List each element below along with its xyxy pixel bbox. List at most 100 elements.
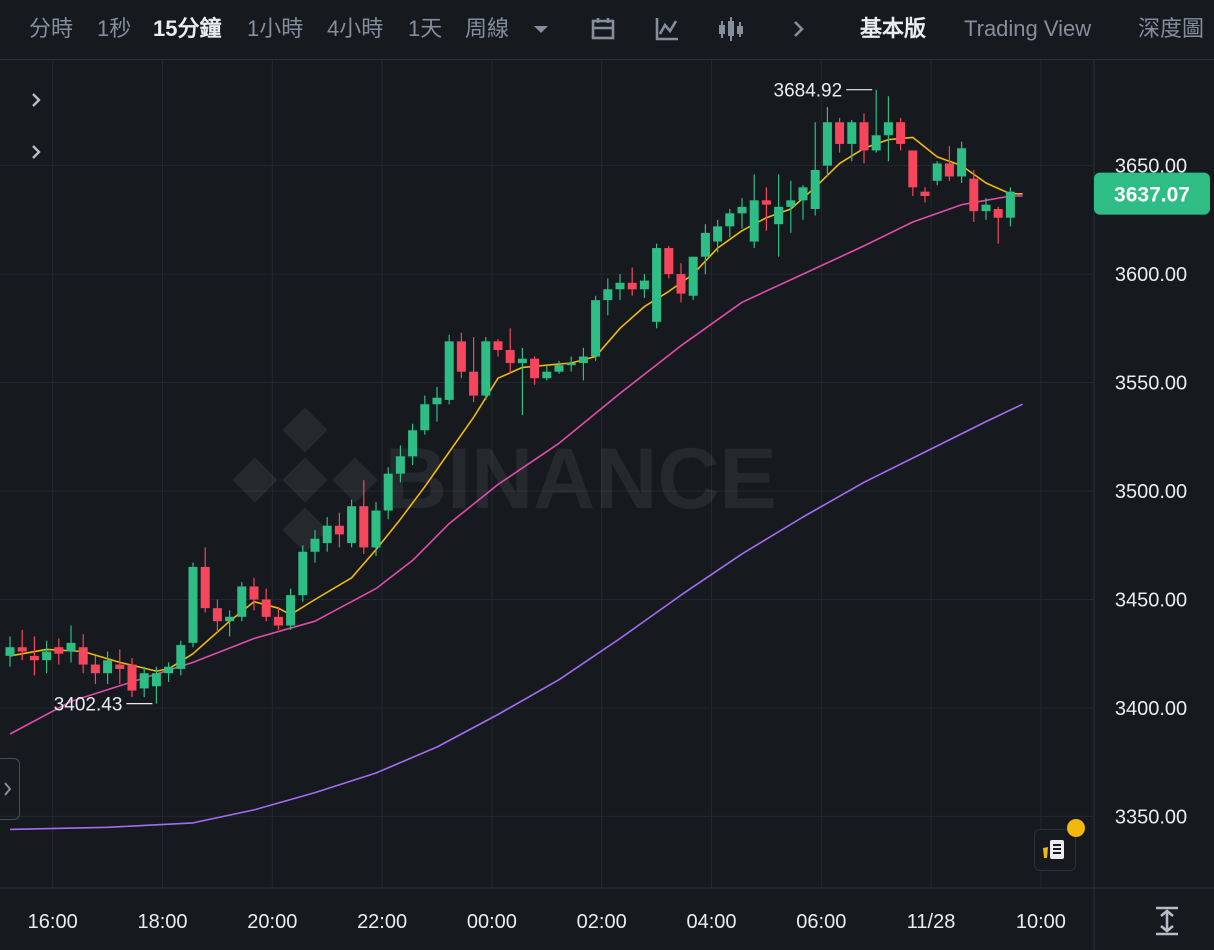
candle-body [78, 647, 88, 665]
candle-down [493, 339, 503, 357]
candle-down [859, 113, 869, 164]
candle-down [969, 169, 979, 223]
interval-1s[interactable]: 1秒 [97, 16, 132, 41]
candle-body [517, 358, 527, 364]
expand-indicator-arrow-icon[interactable] [24, 140, 48, 164]
candle-body [139, 673, 149, 689]
candle-up [615, 274, 625, 301]
candle-body [481, 341, 491, 396]
candle-down [261, 588, 271, 622]
chevron-right-icon[interactable] [784, 14, 814, 44]
candle-down [200, 547, 210, 613]
candle-body [798, 187, 808, 201]
candle-body [859, 122, 869, 151]
candle-body [981, 204, 991, 212]
candle-body [115, 664, 125, 669]
candle-body [896, 122, 906, 144]
chart-toolbar: 分時 1秒 15分鐘 1小時 4小時 1天 周線 基本版 Trading Vie… [0, 0, 1214, 60]
candle-up [432, 386, 442, 422]
candle-up [700, 224, 710, 275]
y-tick-label: 3650.00 [1115, 156, 1187, 178]
candle-body [615, 282, 625, 290]
candle-up [481, 336, 491, 400]
auto-scale-icon[interactable] [1152, 904, 1182, 938]
current-price-badge [1094, 172, 1210, 215]
candle-down [944, 146, 954, 181]
candle-down [664, 245, 674, 279]
candle-up [42, 640, 52, 674]
candle-body [456, 341, 466, 372]
candle-up [883, 96, 893, 162]
candle-body [493, 341, 503, 351]
notes-button[interactable] [1034, 829, 1076, 871]
candle-body [408, 430, 418, 457]
watermark-text: BINANCE [385, 431, 777, 527]
candle-body [54, 647, 64, 654]
calendar-icon[interactable] [588, 14, 618, 44]
candle-body [725, 213, 735, 227]
candle-body [749, 200, 759, 242]
y-tick-label: 3500.00 [1115, 481, 1187, 503]
interval-1w[interactable]: 周線 [465, 16, 510, 41]
candle-up [810, 122, 820, 216]
candle-down [627, 267, 637, 296]
candle-body [432, 397, 442, 405]
candle-body [127, 664, 137, 691]
candle-body [652, 248, 662, 322]
interval-time-sharing[interactable]: 分時 [29, 16, 74, 41]
candle-down [78, 634, 88, 674]
candle-up [737, 198, 747, 229]
ma-line-fast [9, 136, 1023, 672]
candles-icon[interactable] [716, 14, 746, 44]
time-axis[interactable]: 16:00 18:00 20:00 22:00 00:00 02:00 04:00 06:00… [28, 911, 1066, 933]
candle-down [212, 599, 222, 633]
candle-body [530, 358, 540, 379]
view-depth-chart[interactable]: 深度圖 [1138, 16, 1205, 41]
candle-up [932, 161, 942, 186]
view-basic[interactable]: 基本版 [860, 16, 927, 41]
candle-up [164, 662, 174, 682]
candle-up [554, 360, 564, 374]
candle-body [237, 586, 247, 617]
x-tick-label: 04:00 [686, 911, 736, 933]
candle-body [188, 566, 198, 643]
indicators-icon[interactable] [652, 14, 682, 44]
view-tradingview[interactable]: Trading View [964, 16, 1092, 41]
candle-body [774, 206, 784, 225]
candle-up [713, 219, 723, 253]
candle-body [90, 664, 100, 674]
candle-body [737, 206, 747, 214]
candle-body [944, 163, 954, 177]
candle-body [713, 226, 723, 242]
candle-body [591, 300, 601, 357]
candle-body [627, 282, 637, 290]
chevron-down-icon[interactable] [526, 14, 556, 44]
candle-body [310, 538, 320, 552]
grid [0, 60, 1214, 950]
expand-indicator-arrow-icon[interactable] [24, 88, 48, 112]
interval-1h[interactable]: 1小時 [247, 16, 304, 41]
interval-1d[interactable]: 1天 [408, 16, 443, 41]
candle-body [554, 365, 564, 372]
x-tick-label: 11/28 [907, 911, 956, 933]
candle-body [639, 280, 649, 290]
candle-body [542, 371, 552, 379]
candle-down [920, 187, 930, 203]
price-axis[interactable]: 3350.00 3400.00 3450.00 3500.00 3550.00 3600.… [1094, 156, 1210, 829]
candle-body [359, 506, 369, 548]
candle-up [517, 347, 527, 416]
toggle-drawing-panel-button[interactable] [0, 758, 20, 820]
candlestick-chart[interactable]: BINANCE 3684.92 3402.43 3350.00 3400.00 345… [0, 60, 1214, 950]
ma-line-mid [9, 195, 1023, 735]
candle-up [151, 666, 161, 704]
interval-4h[interactable]: 4小時 [327, 16, 384, 41]
candle-down [835, 117, 845, 153]
candle-body [566, 363, 576, 366]
candle-body [420, 404, 430, 431]
candle-body [969, 178, 979, 212]
candle-down [908, 150, 918, 196]
candle-up [371, 501, 381, 557]
candles [5, 89, 1015, 704]
candle-body [676, 274, 686, 294]
interval-15m[interactable]: 15分鐘 [153, 16, 222, 41]
